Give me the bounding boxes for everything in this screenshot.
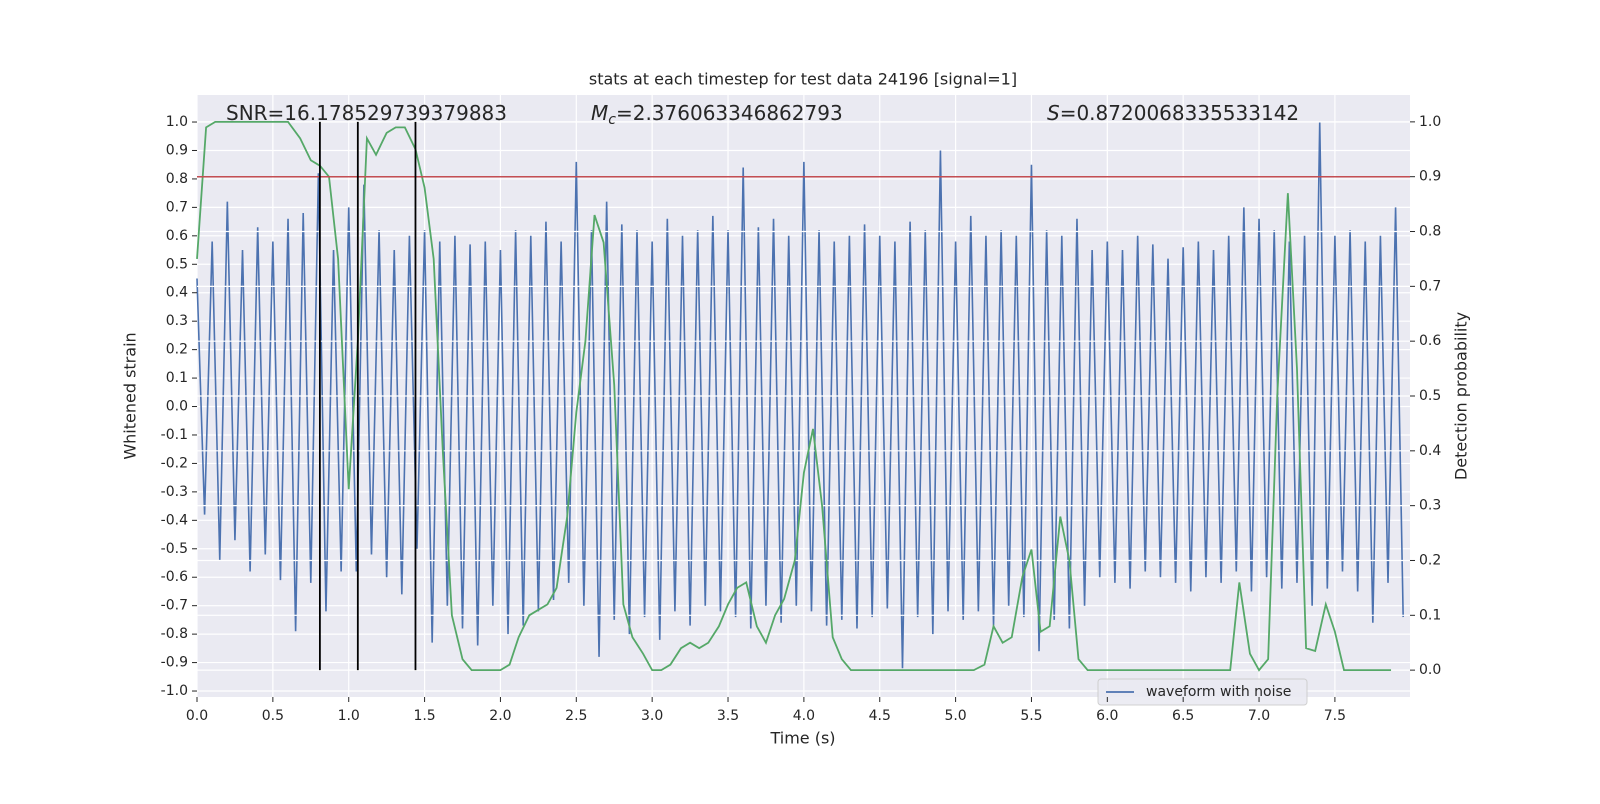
y-tick-label: 0.6 xyxy=(166,228,188,244)
y-axis-label: Whitened strain xyxy=(121,332,140,459)
probability-line xyxy=(196,120,1392,672)
legend: waveform with noise xyxy=(1097,678,1308,706)
y-tick-label: 0.3 xyxy=(166,313,188,329)
y-tick-label: -0.1 xyxy=(161,427,188,443)
y-tick-label: 0.1 xyxy=(166,370,188,386)
y2-axis-label: Detection probability xyxy=(1452,312,1471,480)
y2-tick-label: 0.7 xyxy=(1419,278,1441,294)
y2-tick-label: 0.5 xyxy=(1419,388,1441,404)
y-tick-label: 1.0 xyxy=(166,114,188,130)
y-tick-label: -0.8 xyxy=(161,626,188,642)
y-tick-label: -0.3 xyxy=(161,484,188,500)
y2-tick-label: 0.1 xyxy=(1419,607,1441,623)
annotation: Mc=2.376063346862793 xyxy=(591,101,843,129)
y2-tick-label: 0.4 xyxy=(1419,443,1441,459)
annotation-subscript: c xyxy=(608,112,616,128)
x-tick-label: 3.0 xyxy=(641,708,663,724)
y2-tick-label: 0.2 xyxy=(1419,552,1441,568)
x-tick-label: 2.5 xyxy=(565,708,587,724)
y-tick-label: -0.6 xyxy=(161,569,188,585)
y-tick-label: -0.7 xyxy=(161,598,188,614)
y2-tick-label: 0.6 xyxy=(1419,333,1441,349)
y-tick-label: -0.9 xyxy=(161,655,188,671)
annotation-symbol: S xyxy=(1047,101,1060,125)
annotation-symbol: M xyxy=(591,101,608,125)
x-tick-label: 5.0 xyxy=(944,708,966,724)
y-tick-label: 0.8 xyxy=(166,171,188,187)
y-tick-label: -1.0 xyxy=(161,683,188,699)
chart-title: stats at each timestep for test data 241… xyxy=(589,70,1017,89)
annotation-text: =0.8720068335533142 xyxy=(1060,101,1299,125)
legend-box xyxy=(1097,678,1308,706)
y-tick-label: 0.9 xyxy=(166,142,188,158)
x-tick-label: 0.5 xyxy=(262,708,284,724)
y-tick-label: 0.2 xyxy=(166,342,188,358)
y-tick-label: -0.4 xyxy=(161,512,188,528)
x-tick-label: 1.5 xyxy=(413,708,435,724)
y-tick-label: 0.4 xyxy=(166,285,188,301)
x-tick-label: 6.0 xyxy=(1096,708,1118,724)
over-layer: SNR=16.178529739379883 Mc=2.3760633468627… xyxy=(196,101,1410,706)
y2-tick-label: 0.3 xyxy=(1419,498,1441,514)
x-tick-label: 6.5 xyxy=(1172,708,1194,724)
x-tick-label: 4.5 xyxy=(869,708,891,724)
y-tick-label: -0.5 xyxy=(161,541,188,557)
x-tick-label: 0.0 xyxy=(186,708,208,724)
x-tick-label: 4.0 xyxy=(793,708,815,724)
y-tick-label: 0.5 xyxy=(166,256,188,272)
y-tick-label: 0.0 xyxy=(166,399,188,415)
waveform-line xyxy=(196,122,1404,669)
annotation-text: SNR=16.178529739379883 xyxy=(226,101,507,125)
annotation-text: =2.376063346862793 xyxy=(616,101,843,125)
x-tick-label: 5.5 xyxy=(1020,708,1042,724)
annotation: SNR=16.178529739379883 xyxy=(226,101,507,125)
y-tick-label: 0.7 xyxy=(166,199,188,215)
x-tick-label: 7.5 xyxy=(1324,708,1346,724)
y-tick-label: -0.2 xyxy=(161,455,188,471)
y2-tick-label: 0.8 xyxy=(1419,224,1441,240)
x-tick-label: 2.0 xyxy=(489,708,511,724)
x-tick-label: 1.0 xyxy=(338,708,360,724)
x-tick-label: 3.5 xyxy=(717,708,739,724)
x-tick-label: 7.0 xyxy=(1248,708,1270,724)
legend-label: waveform with noise xyxy=(1146,684,1291,700)
y2-tick-label: 0.9 xyxy=(1419,169,1441,185)
y2-tick-label: 1.0 xyxy=(1419,114,1441,130)
x-axis-label: Time (s) xyxy=(769,729,835,748)
y2-tick-label: 0.0 xyxy=(1419,662,1441,678)
annotation: S=0.8720068335533142 xyxy=(1047,101,1299,125)
